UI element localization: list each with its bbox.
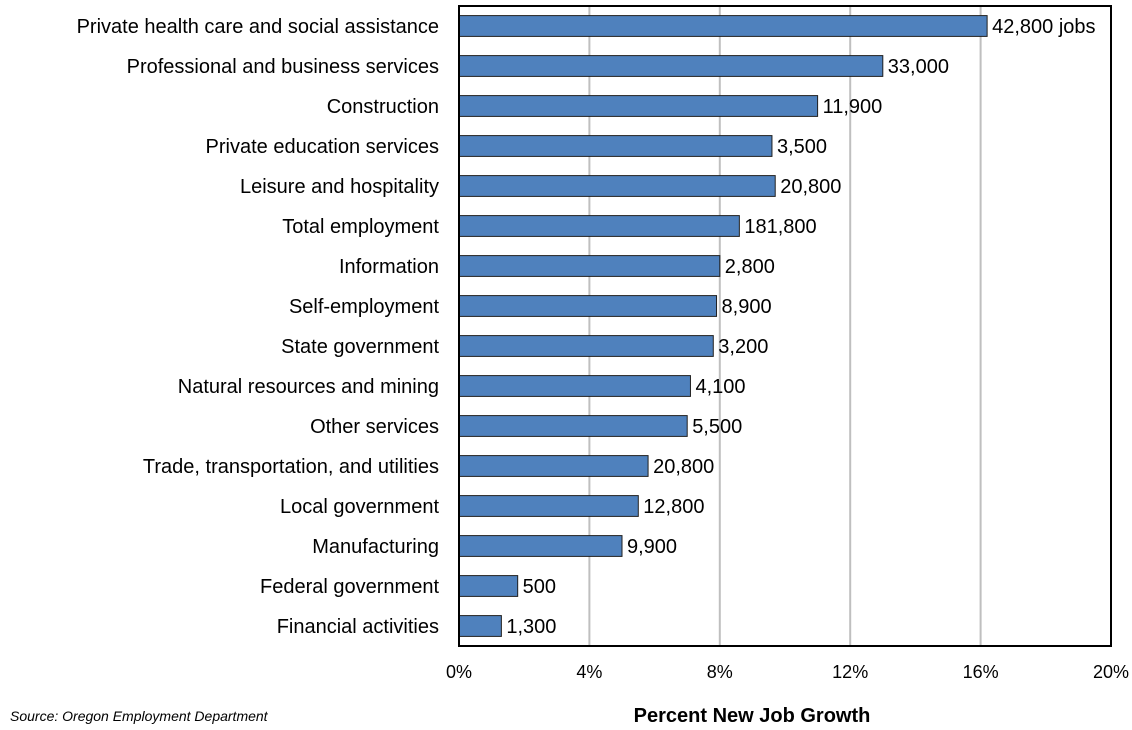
category-label: Private health care and social assistanc… [77, 16, 439, 38]
bar [458, 215, 740, 237]
category-label: Construction [327, 96, 439, 118]
bar [458, 295, 718, 317]
bar [458, 55, 884, 77]
bar [458, 615, 502, 637]
category-label: Local government [280, 496, 439, 518]
data-label: 8,900 [722, 296, 772, 318]
x-tick-label: 20% [1093, 662, 1129, 682]
category-label: Professional and business services [127, 56, 439, 78]
data-label: 3,500 [777, 136, 827, 158]
bar [458, 495, 639, 517]
x-axis-label: Percent New Job Growth [634, 705, 871, 725]
x-tick-label: 0% [446, 662, 472, 682]
data-label: 42,800 jobs [992, 16, 1095, 38]
data-label: 5,500 [692, 416, 742, 438]
bar [458, 255, 721, 277]
x-tick-label: 12% [832, 662, 868, 682]
data-label: 9,900 [627, 536, 677, 558]
bar [458, 415, 688, 437]
category-label: State government [281, 336, 439, 358]
category-label: Information [339, 256, 439, 278]
data-label: 2,800 [725, 256, 775, 278]
bar [458, 135, 773, 157]
x-tick-label: 16% [963, 662, 999, 682]
data-label: 3,200 [718, 336, 768, 358]
bar [458, 95, 819, 117]
bar [458, 455, 649, 477]
bar [458, 335, 714, 357]
category-label: Natural resources and mining [178, 376, 439, 398]
category-label: Trade, transportation, and utilities [143, 456, 439, 478]
bar [458, 375, 691, 397]
category-label: Leisure and hospitality [240, 176, 439, 198]
data-label: 1,300 [506, 616, 556, 638]
data-label: 181,800 [744, 216, 816, 238]
category-label: Other services [310, 416, 439, 438]
category-label: Federal government [260, 576, 439, 598]
x-tick-label: 8% [707, 662, 733, 682]
category-label: Private education services [206, 136, 439, 158]
bar [458, 535, 623, 557]
category-label: Manufacturing [312, 536, 439, 558]
plot-frame [458, 5, 1112, 647]
data-label: 33,000 [888, 56, 949, 78]
data-label: 20,800 [653, 456, 714, 478]
data-label: 20,800 [780, 176, 841, 198]
data-label: 500 [523, 576, 556, 598]
bar [458, 175, 776, 197]
category-label: Self-employment [289, 296, 440, 318]
data-label: 12,800 [643, 496, 704, 518]
category-label: Total employment [282, 216, 439, 238]
x-tick-label: 4% [576, 662, 602, 682]
bar [458, 575, 519, 597]
bar [458, 15, 988, 37]
data-label: 4,100 [695, 376, 745, 398]
data-label: 11,900 [823, 96, 883, 118]
source-note: Source: Oregon Employment Department [10, 708, 268, 724]
category-label: Financial activities [277, 616, 439, 638]
